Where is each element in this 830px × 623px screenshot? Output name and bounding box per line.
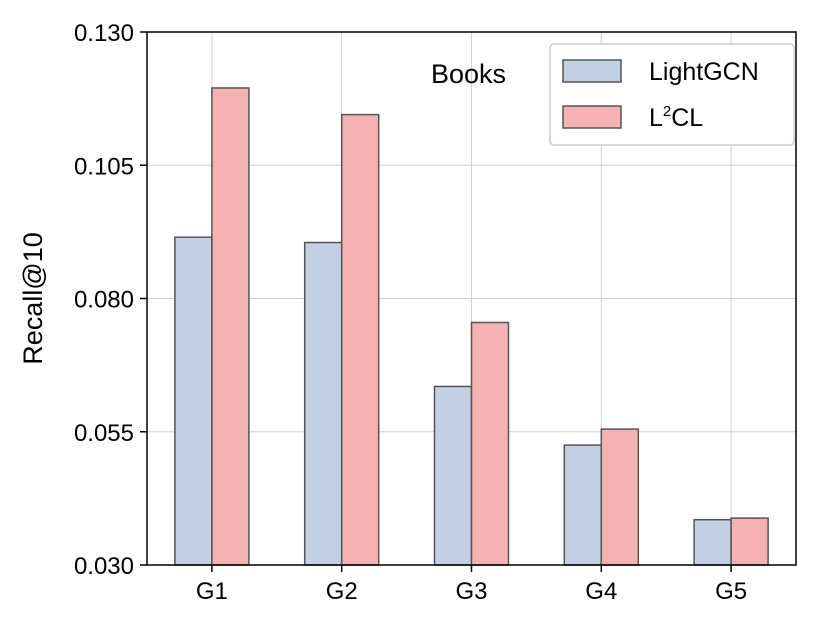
y-tick-label: 0.080 [74, 287, 134, 314]
x-axis: G1 G2 G3 G4 G5 [196, 565, 747, 605]
x-tick-label: G1 [196, 578, 228, 605]
y-tick-label: 0.030 [74, 553, 134, 580]
legend: LightGCN L2CL [549, 43, 795, 146]
legend-swatch-l2cl [562, 105, 622, 129]
y-tick-label: 0.105 [74, 153, 134, 180]
x-tick-label: G2 [326, 578, 358, 605]
legend-l2cl-base: L [649, 104, 663, 132]
bar-lightgcn-g4 [563, 444, 603, 566]
bar-lightgcn-g5 [693, 518, 732, 566]
x-tick-label: G5 [715, 578, 747, 605]
x-tick-label: G3 [455, 578, 487, 605]
y-tick-label: 0.130 [74, 20, 134, 47]
y-axis-label: Recall@10 [18, 232, 48, 364]
x-tick-label: G4 [585, 578, 617, 605]
bar-lightgcn-g1 [174, 236, 213, 566]
bar-lightgcn-g3 [433, 385, 473, 566]
y-axis: 0.030 0.055 0.080 0.105 0.130 [74, 20, 147, 580]
dataset-annotation: Books [431, 59, 506, 89]
legend-label-l2cl: L2CL [649, 103, 703, 132]
legend-l2cl-superscript: 2 [663, 103, 671, 120]
legend-l2cl-tail: CL [671, 104, 703, 132]
y-tick-label: 0.055 [74, 420, 134, 447]
bar-l2cl-g1 [211, 87, 250, 566]
bar-l2cl-g5 [730, 517, 769, 566]
legend-swatch-lightgcn [562, 59, 622, 83]
bar-l2cl-g4 [600, 428, 640, 566]
legend-label-lightgcn: LightGCN [649, 58, 759, 86]
bar-lightgcn-g2 [303, 241, 343, 566]
bar-l2cl-g2 [340, 113, 380, 566]
bar-l2cl-g3 [470, 321, 510, 566]
